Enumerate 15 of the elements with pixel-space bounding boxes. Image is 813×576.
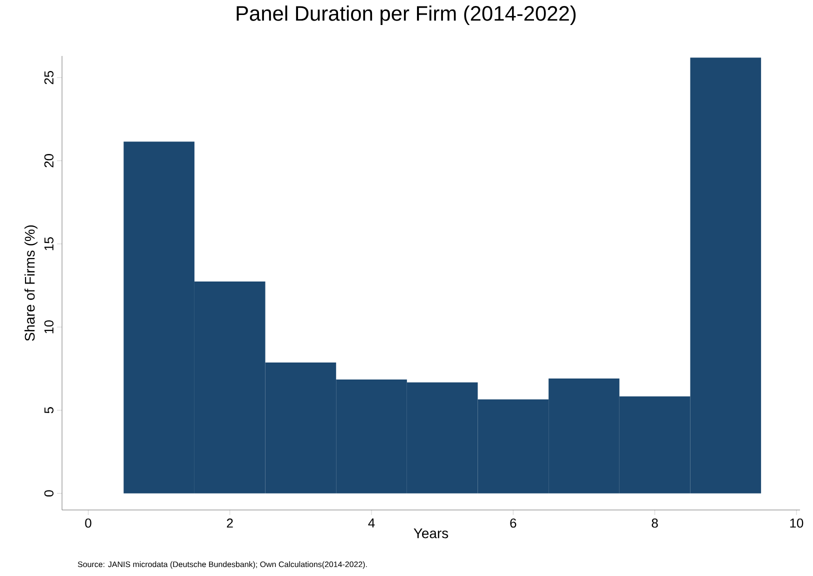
x-tick-label: 8: [652, 518, 658, 528]
x-tick-label: 2: [226, 518, 233, 528]
y-tick-label: 10: [44, 320, 54, 334]
y-tick-label: 20: [44, 154, 54, 168]
x-tick-label: 0: [85, 518, 92, 528]
x-axis-title: Years: [414, 528, 448, 538]
y-axis-title: Share of Firms (%): [24, 225, 38, 341]
y-tick-label: 5: [44, 407, 54, 414]
chart-title: Panel Duration per Firm (2014-2022): [236, 6, 576, 26]
x-tick-label: 10: [790, 518, 804, 528]
x-tick-label: 6: [510, 518, 516, 528]
x-tick-label: 4: [368, 518, 375, 528]
y-tick-label: 15: [44, 237, 54, 250]
y-tick-label: 25: [44, 70, 54, 84]
y-tick-label: 0: [44, 490, 54, 496]
